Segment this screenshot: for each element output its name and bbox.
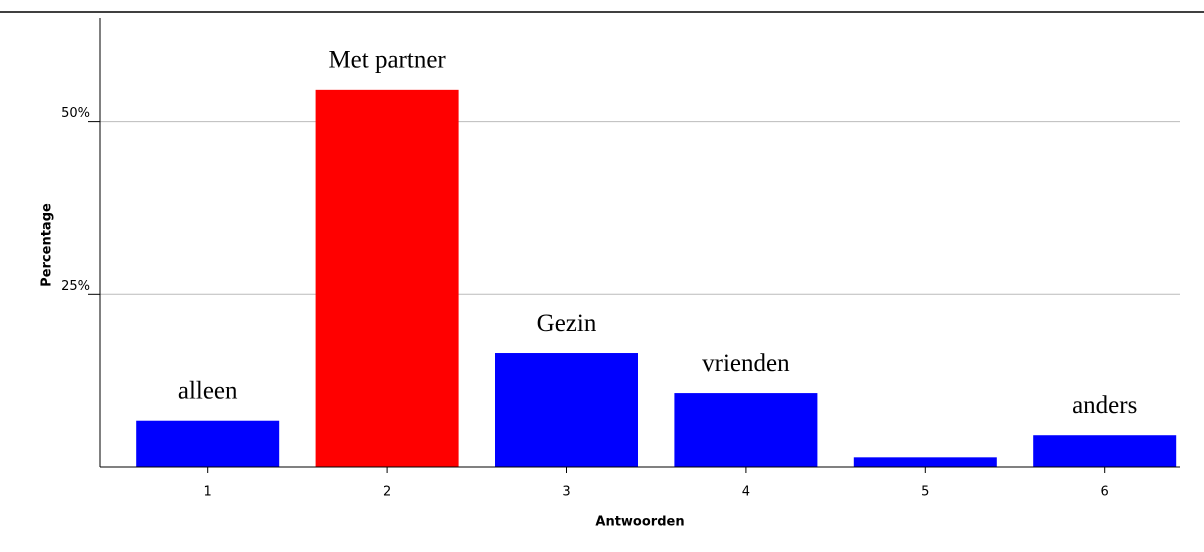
bar <box>853 457 997 467</box>
bar <box>136 420 280 467</box>
x-tick-label: 4 <box>742 485 750 500</box>
bar-label: Gezin <box>537 310 597 337</box>
bar-label: alleen <box>178 377 238 404</box>
bar-label: anders <box>1072 392 1137 419</box>
y-axis-title: Percentage <box>40 203 55 287</box>
bar <box>1033 435 1177 467</box>
x-tick-label: 1 <box>204 485 212 500</box>
y-tick-label: 25% <box>61 279 90 294</box>
y-tick-label: 50% <box>61 106 90 121</box>
x-tick-label: 6 <box>1101 485 1109 500</box>
x-axis-title: Antwoorden <box>595 515 684 530</box>
x-tick-label: 3 <box>562 485 570 500</box>
x-tick-label: 5 <box>921 485 929 500</box>
bar <box>315 89 459 467</box>
bar-label: vrienden <box>702 350 790 377</box>
x-tick-label: 2 <box>383 485 391 500</box>
bar-label: Met partner <box>328 47 446 74</box>
bar <box>495 353 638 467</box>
bar <box>674 393 818 467</box>
